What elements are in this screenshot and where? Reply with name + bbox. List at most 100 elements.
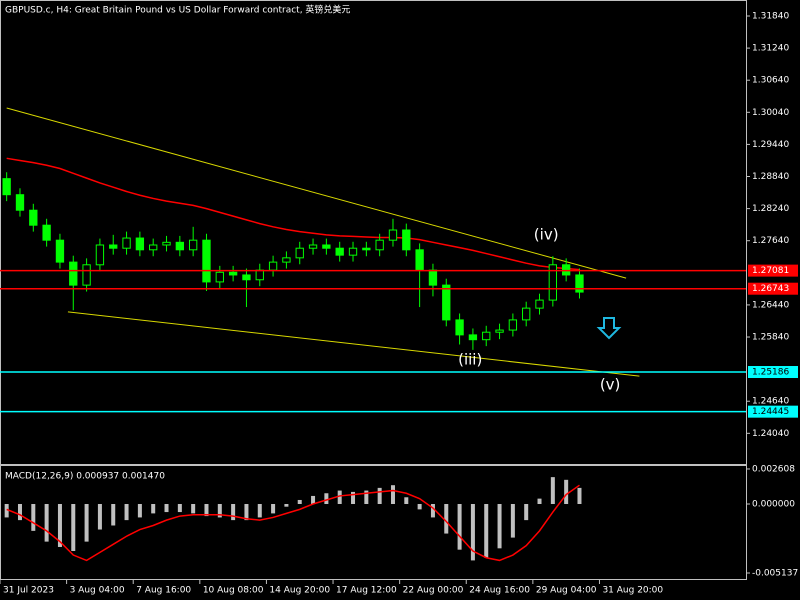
- candle-body: [109, 244, 118, 249]
- macd-bar: [191, 504, 196, 514]
- candle-body: [149, 244, 158, 251]
- x-tick-label: 24 Aug 16:00: [469, 586, 530, 596]
- candle-body: [282, 257, 291, 263]
- macd-bar: [177, 504, 182, 513]
- y-tick-label: 1.24640: [752, 397, 789, 407]
- candle-body: [482, 331, 491, 341]
- candle-body: [442, 284, 451, 321]
- x-tick-label: 7 Aug 16:00: [136, 586, 191, 596]
- candle-body: [69, 261, 78, 286]
- candle-body: [548, 264, 558, 301]
- chart-title: GBPUSD.c, H4: Great Britain Pound vs US …: [5, 4, 350, 16]
- candle-body: [175, 241, 185, 251]
- macd-bar: [351, 491, 356, 504]
- y-tick-label: 1.31840: [752, 11, 789, 21]
- macd-bar: [31, 504, 36, 531]
- price-level-box: [748, 282, 798, 295]
- x-tick-label: 31 Jul 2023: [3, 586, 54, 596]
- x-tick-label: 3 Aug 04:00: [70, 586, 125, 596]
- y-tick-label: 0.000000: [752, 500, 795, 510]
- main-frame: [0, 0, 747, 465]
- candle-body: [29, 209, 38, 226]
- candle-body: [375, 239, 384, 251]
- macd-bar: [271, 504, 276, 514]
- macd-bar: [124, 504, 129, 521]
- candle-body: [135, 237, 145, 251]
- macd-bar: [297, 499, 302, 504]
- price-level-label: 1.26743: [752, 284, 789, 294]
- candle-body: [242, 274, 251, 281]
- macd-bar: [430, 504, 435, 518]
- price-level-box: [748, 264, 798, 277]
- macd-bar: [17, 504, 22, 521]
- candle-body: [468, 334, 478, 341]
- x-tick-label: 14 Aug 20:00: [269, 586, 330, 596]
- macd-bar: [4, 504, 9, 518]
- macd-bar: [257, 504, 262, 518]
- candle-body: [228, 271, 238, 276]
- trendline: [6, 107, 627, 279]
- y-tick-label: 1.29440: [752, 140, 789, 150]
- candle-body: [402, 229, 411, 251]
- candle-body: [188, 239, 198, 251]
- y-tick-label: 1.27640: [752, 236, 789, 246]
- macd-bar: [550, 477, 555, 504]
- candle-body: [415, 249, 424, 271]
- candle-body: [215, 271, 224, 283]
- macd-bar: [137, 504, 142, 518]
- y-tick-label: 1.28840: [752, 172, 789, 182]
- x-tick-label: 17 Aug 12:00: [336, 586, 397, 596]
- candle-body: [335, 247, 344, 256]
- y-tick-label: 1.26440: [752, 300, 789, 310]
- candle-body: [268, 261, 278, 271]
- x-tick-label: 31 Aug 20:00: [602, 586, 663, 596]
- macd-bar: [244, 504, 249, 521]
- price-level-label: 1.27081: [752, 266, 789, 276]
- macd-bar: [470, 504, 475, 561]
- candle-body: [508, 319, 518, 331]
- candle-body: [308, 244, 318, 249]
- y-tick-label: 1.31240: [752, 44, 789, 54]
- macd-bar: [111, 504, 116, 526]
- macd-signal: [6, 484, 580, 562]
- macd-bar: [151, 504, 156, 514]
- price-level-label: 1.25186: [752, 368, 789, 378]
- macd-bar: [537, 498, 542, 504]
- macd-bar: [390, 485, 395, 504]
- candle-body: [162, 241, 171, 246]
- wave-label: (iv): [534, 225, 559, 243]
- moving-average: [6, 157, 580, 271]
- macd-bar: [164, 504, 169, 513]
- y-tick-label: -0.005137: [752, 569, 798, 579]
- macd-bar: [204, 504, 209, 517]
- y-tick-label: 1.30640: [752, 76, 789, 86]
- candle-body: [388, 229, 398, 241]
- macd-bar: [364, 490, 369, 504]
- candle-body: [42, 224, 51, 241]
- candle-body: [82, 264, 91, 286]
- y-tick-label: 1.28240: [752, 204, 789, 214]
- wave-label: (iii): [458, 351, 482, 369]
- macd-bar: [524, 504, 529, 521]
- candle-body: [535, 299, 544, 309]
- candle-body: [348, 247, 358, 256]
- macd-bar: [417, 504, 422, 510]
- macd-bar: [324, 493, 329, 504]
- x-tick-label: 10 Aug 08:00: [203, 586, 264, 596]
- macd-bar: [97, 504, 102, 530]
- macd-bar: [457, 504, 462, 550]
- macd-bar: [284, 504, 289, 507]
- x-tick-label: 22 Aug 00:00: [403, 586, 464, 596]
- macd-bar: [231, 504, 236, 521]
- macd-bar: [57, 504, 62, 547]
- candle-body: [55, 239, 65, 263]
- candle-body: [455, 319, 464, 336]
- candle-body: [495, 329, 504, 333]
- macd-bar: [564, 479, 569, 504]
- macd-bar: [404, 497, 409, 504]
- price-level-box: [748, 405, 798, 418]
- macd-bar: [337, 490, 342, 504]
